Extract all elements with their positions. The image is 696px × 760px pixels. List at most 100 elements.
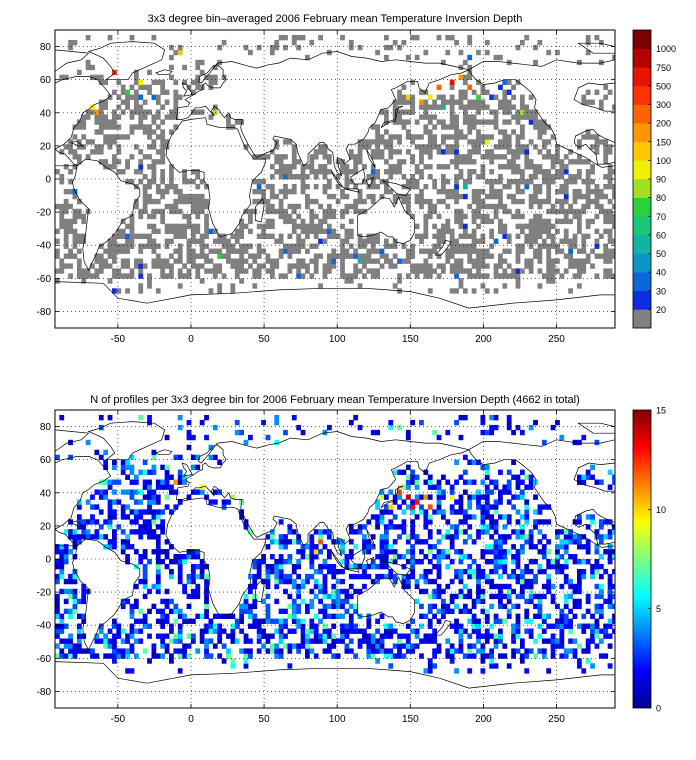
- data-cell: [142, 233, 148, 239]
- data-cell: [480, 464, 486, 470]
- data-cell: [252, 603, 258, 610]
- data-cell: [318, 568, 323, 575]
- data-cell: [454, 238, 459, 244]
- data-cell: [506, 424, 512, 431]
- data-cell: [129, 469, 135, 475]
- data-cell: [265, 603, 271, 610]
- data-cell: [445, 218, 451, 225]
- data-cell: [177, 424, 183, 431]
- data-cell: [155, 228, 161, 235]
- data-cell: [480, 668, 486, 674]
- data-cell: [177, 613, 183, 619]
- data-cell: [388, 258, 394, 264]
- data-cell: [612, 169, 615, 175]
- data-cell: [305, 198, 310, 205]
- data-cell: [353, 529, 359, 535]
- data-cell: [199, 84, 205, 90]
- data-cell: [458, 494, 464, 500]
- data-cell: [533, 578, 538, 585]
- data-cell: [375, 49, 380, 56]
- data-cell: [155, 183, 161, 190]
- data-cell: [195, 573, 201, 580]
- data-cell: [563, 233, 569, 239]
- data-cell: [576, 514, 582, 520]
- data-cell: [423, 228, 429, 235]
- x-tick-label: 200: [475, 334, 492, 345]
- data-cell: [480, 134, 486, 140]
- data-cell: [476, 139, 481, 145]
- data-cell: [519, 174, 525, 180]
- data-cell: [112, 479, 117, 485]
- data-cell: [436, 238, 442, 244]
- data-cell: [112, 109, 117, 115]
- data-cell: [489, 149, 495, 155]
- data-cell: [445, 258, 451, 264]
- data-cell: [462, 603, 468, 610]
- data-cell: [445, 563, 451, 570]
- data-cell: [103, 139, 109, 145]
- data-cell: [576, 273, 582, 279]
- data-cell: [441, 164, 446, 170]
- data-cell: [160, 149, 166, 155]
- data-cell: [269, 618, 275, 624]
- data-cell: [120, 544, 126, 550]
- data-cell: [190, 563, 196, 570]
- data-cell: [462, 159, 468, 165]
- data-cell: [55, 603, 60, 610]
- data-cell: [441, 474, 446, 480]
- data-cell: [484, 524, 490, 530]
- data-cell: [383, 509, 389, 515]
- data-cell: [515, 573, 521, 580]
- data-cell: [563, 563, 569, 570]
- data-cell: [476, 149, 481, 155]
- data-cell: [226, 648, 231, 654]
- data-cell: [212, 499, 218, 505]
- data-cell: [177, 628, 183, 634]
- data-cell: [375, 658, 380, 664]
- data-cell: [309, 208, 315, 215]
- data-cell: [612, 529, 615, 535]
- data-cell: [511, 648, 516, 654]
- data-cell: [340, 273, 345, 279]
- data-cell: [190, 464, 196, 470]
- data-cell: [563, 598, 569, 605]
- data-cell: [612, 218, 615, 225]
- data-cell: [458, 169, 464, 175]
- data-cell: [559, 544, 565, 550]
- data-cell: [594, 593, 600, 600]
- data-cell: [414, 273, 420, 279]
- data-cell: [484, 39, 490, 46]
- data-cell: [397, 44, 402, 51]
- data-cell: [309, 258, 315, 264]
- data-cell: [515, 79, 521, 86]
- data-cell: [537, 183, 543, 190]
- data-cell: [467, 534, 473, 540]
- data-cell: [362, 243, 367, 249]
- data-cell: [362, 638, 367, 644]
- data-cell: [204, 203, 209, 210]
- data-cell: [401, 39, 407, 46]
- data-cell: [594, 618, 600, 624]
- data-cell: [519, 228, 525, 235]
- data-cell: [537, 633, 543, 639]
- data-cell: [555, 243, 560, 249]
- data-cell: [462, 653, 468, 659]
- data-cell: [594, 603, 600, 610]
- data-cell: [568, 263, 573, 269]
- data-cell: [612, 613, 615, 619]
- data-cell: [511, 164, 516, 170]
- data-cell: [480, 84, 486, 90]
- colorbar-segment: [633, 253, 651, 273]
- data-cell: [401, 99, 407, 105]
- data-cell: [287, 529, 293, 535]
- data-cell: [300, 554, 306, 560]
- data-cell: [563, 164, 569, 170]
- data-cell: [164, 114, 170, 120]
- data-cell: [68, 519, 73, 525]
- data-cell: [489, 253, 495, 259]
- data-cell: [471, 188, 477, 195]
- data-cell: [116, 633, 122, 639]
- data-cell: [607, 238, 613, 244]
- data-cell: [296, 159, 302, 165]
- data-cell: [454, 114, 459, 120]
